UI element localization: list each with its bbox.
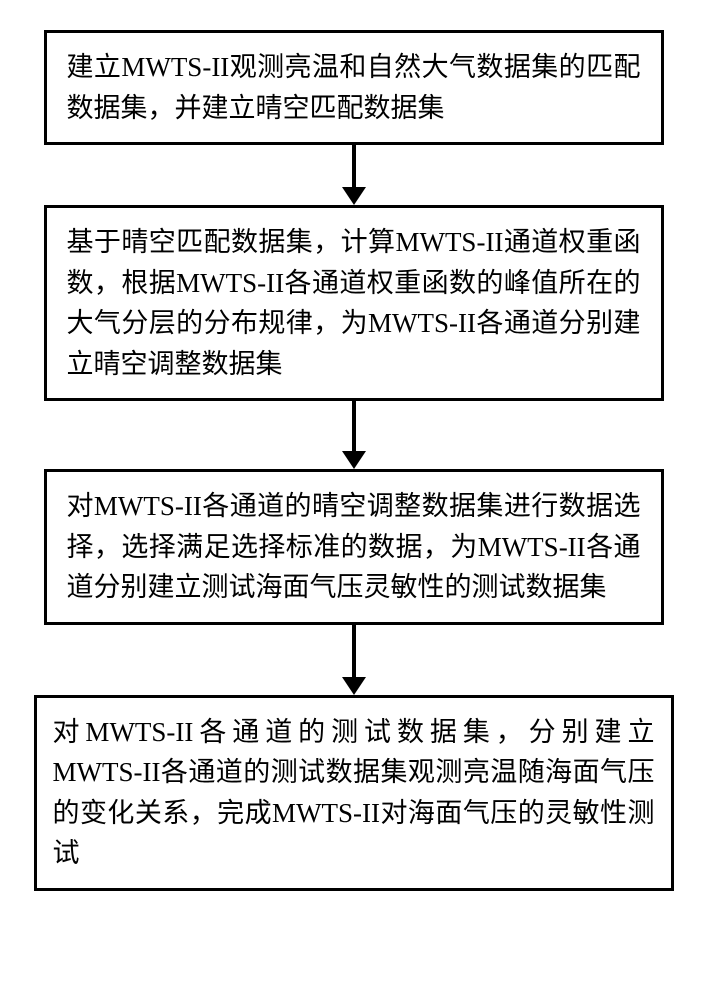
arrow-head-icon: [342, 677, 366, 695]
flow-step-1: 建立MWTS-II观测亮温和自然大气数据集的匹配数据集，并建立晴空匹配数据集: [44, 30, 664, 145]
arrow-head-icon: [342, 451, 366, 469]
flow-step-3: 对MWTS-II各通道的晴空调整数据集进行数据选择，选择满足选择标准的数据，为M…: [44, 469, 664, 625]
arrow-3: [342, 625, 366, 695]
arrow-2: [342, 401, 366, 469]
flow-step-2: 基于晴空匹配数据集，计算MWTS-II通道权重函数，根据MWTS-II各通道权重…: [44, 205, 664, 401]
arrow-shaft: [352, 145, 356, 187]
flowchart-container: 建立MWTS-II观测亮温和自然大气数据集的匹配数据集，并建立晴空匹配数据集 基…: [0, 0, 707, 891]
arrow-shaft: [352, 625, 356, 677]
arrow-shaft: [352, 401, 356, 451]
arrow-head-icon: [342, 187, 366, 205]
arrow-1: [342, 145, 366, 205]
flow-step-4: 对MWTS-II各通道的测试数据集，分别建立MWTS-II各通道的测试数据集观测…: [34, 695, 674, 891]
